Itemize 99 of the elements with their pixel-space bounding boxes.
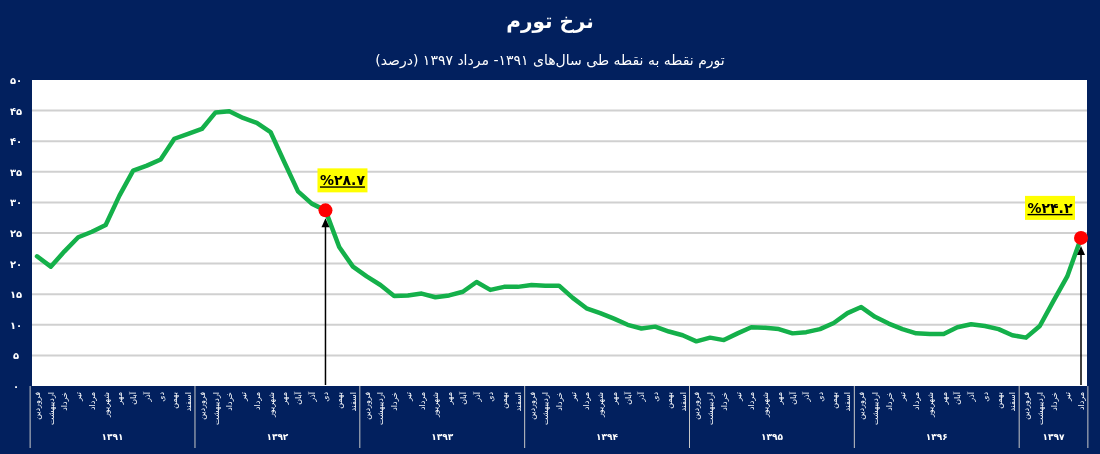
x-tick-label: تیر (568, 392, 578, 403)
x-tick-label: مهر (939, 392, 949, 406)
x-tick-label: شهریور (431, 391, 441, 419)
x-tick-label: اردیبهشت (706, 392, 716, 425)
text: ۱۳۹۴ (596, 432, 619, 442)
y-tick-label: ۲۵ (9, 228, 23, 239)
x-tick-label: مرداد (747, 392, 757, 411)
x-tick-label: آبان (952, 391, 963, 405)
x-tick-label: فروردین (527, 391, 537, 420)
y-tick-label: ۵ (12, 350, 20, 362)
x-tick-label: اردیبهشت (870, 392, 880, 425)
x-tick-label: بهمن (664, 392, 674, 409)
chart-subtitle: تورم نقطه به نقطه طی سال‌های ۱۳۹۱- مرداد ۱۳۹۷ (درصد) (375, 52, 725, 69)
x-tick-label: فروردین (33, 391, 42, 420)
x-tick-label: آذر (801, 391, 812, 403)
x-tick-label: آبان (293, 391, 303, 405)
x-tick-label: آذر (636, 391, 647, 403)
y-tick-label: ۰ (12, 381, 20, 392)
x-tick-label: آذر (966, 391, 977, 403)
x-tick-label: تیر (898, 392, 908, 403)
x-tick-label: تیر (403, 392, 413, 403)
x-tick-label: بهمن (335, 392, 345, 409)
x-tick-label: تیر (733, 392, 743, 403)
text: ۱۳۹۲ (266, 432, 289, 442)
text: ۱۳۹۶ (925, 432, 948, 442)
x-tick-label: دی (486, 391, 496, 402)
y-tick-label: ۳۰ (9, 197, 23, 209)
y-tick-label: ۵۰ (9, 75, 23, 86)
y-tick-label: ۴۰ (9, 136, 23, 148)
data-label: %۲۴.۲ (1027, 199, 1073, 216)
x-tick-label: آذر (471, 391, 482, 403)
x-tick-label: مهر (280, 392, 290, 406)
x-tick-label: آبان (457, 391, 468, 405)
x-tick-label: مرداد (912, 392, 922, 411)
y-tick-label: ۴۵ (9, 105, 23, 117)
x-tick-label: مهر (774, 392, 784, 406)
x-tick-label: مرداد (582, 392, 592, 411)
x-tick-label: اسفند (843, 392, 853, 412)
chart-title: نرخ تورم (506, 9, 594, 33)
x-tick-label: خرداد (1049, 391, 1059, 411)
x-tick-label: خرداد (719, 391, 729, 411)
x-tick-label: اردیبهشت (211, 392, 221, 425)
data-label: %۲۸.۷ (319, 172, 366, 189)
x-tick-label: فروردین (362, 391, 372, 420)
y-tick-label: ۱۰ (9, 319, 23, 331)
x-tick-label: اسفند (513, 392, 523, 412)
x-tick-label: تیر (74, 392, 84, 403)
y-tick-label: ۱۵ (9, 289, 23, 301)
x-tick-label: آبان (622, 391, 633, 405)
y-tick-label: ۳۵ (9, 166, 23, 178)
x-tick-label: خرداد (555, 391, 564, 411)
x-tick-label: مهر (115, 392, 125, 406)
x-tick-label: مرداد (417, 392, 427, 411)
x-tick-label: شهریور (101, 391, 111, 419)
x-tick-label: مهر (445, 392, 455, 406)
x-tick-label: دی (156, 391, 166, 402)
y-tick-label: ۲۰ (9, 258, 23, 270)
x-tick-label: اردیبهشت (46, 392, 56, 425)
x-tick-label: خرداد (884, 391, 894, 411)
x-tick-label: فروردین (857, 391, 867, 420)
x-tick-label: خرداد (390, 391, 400, 411)
x-tick-label: دی (980, 391, 990, 402)
x-tick-label: شهریور (266, 391, 276, 419)
x-tick-label: اسفند (1008, 392, 1018, 412)
x-tick-label: شهریور (925, 391, 935, 419)
x-tick-label: شهریور (596, 391, 606, 419)
x-tick-label: شهریور (761, 391, 771, 419)
x-tick-label: فروردین (1022, 391, 1032, 420)
x-tick-label: خرداد (60, 391, 70, 411)
x-tick-label: مرداد (1077, 392, 1086, 411)
x-tick-label: خرداد (225, 391, 235, 411)
x-tick-label: اسفند (184, 392, 194, 412)
text: ۱۳۹۳ (431, 432, 454, 442)
x-tick-label: آبان (128, 391, 139, 405)
x-tick-label: اردیبهشت (1035, 392, 1045, 425)
x-tick-label: بهمن (500, 392, 510, 409)
x-tick-label: مهر (609, 392, 619, 406)
text: ۱۳۹۵ (760, 432, 784, 442)
x-tick-label: تیر (1063, 392, 1073, 403)
x-tick-label: اردیبهشت (541, 392, 551, 425)
x-tick-label: دی (651, 391, 661, 402)
x-tick-label: آبان (787, 391, 798, 405)
x-tick-label: آذر (141, 391, 152, 403)
x-tick-label: فروردین (197, 391, 207, 420)
x-tick-label: اسفند (348, 392, 358, 412)
x-tick-label: بهمن (829, 392, 839, 409)
x-tick-label: بهمن (994, 392, 1004, 409)
x-tick-label: بهمن (170, 392, 180, 409)
x-tick-label: دی (816, 391, 825, 402)
x-tick-label: اردیبهشت (376, 392, 386, 425)
x-tick-label: اسفند (678, 392, 688, 412)
x-tick-label: مرداد (87, 392, 97, 411)
text: ۱۳۹۷ (1042, 432, 1066, 442)
x-tick-label: فروردین (692, 391, 702, 420)
x-tick-label: تیر (239, 392, 249, 403)
x-tick-label: مرداد (252, 392, 262, 411)
x-tick-label: دی (321, 391, 331, 402)
text: ۱۳۹۱ (101, 432, 124, 442)
x-tick-label: آذر (306, 391, 317, 403)
